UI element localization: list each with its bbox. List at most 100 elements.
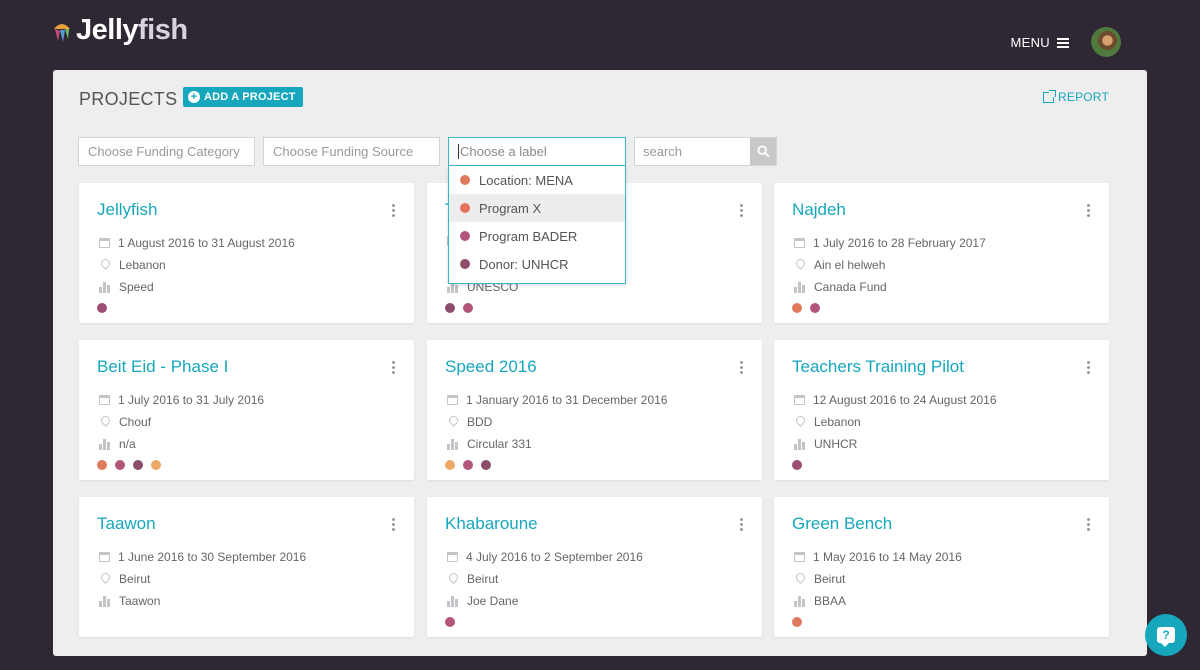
project-dates-text: 1 July 2016 to 28 February 2017 <box>813 236 986 250</box>
search-box[interactable]: search <box>634 137 777 166</box>
project-card[interactable]: Beit Eid - Phase I 1 July 2016 to 31 Jul… <box>79 340 414 480</box>
calendar-icon <box>447 395 458 405</box>
project-funder: Speed <box>99 280 154 294</box>
project-dates-text: 1 June 2016 to 30 September 2016 <box>118 550 307 564</box>
calendar-icon <box>99 552 110 562</box>
label-color-dot <box>460 203 470 213</box>
project-location-text: Lebanon <box>814 415 861 429</box>
more-options-icon[interactable] <box>740 361 744 375</box>
funding-category-placeholder: Choose Funding Category <box>88 144 240 159</box>
project-card[interactable]: Jellyfish 1 August 2016 to 31 August 201… <box>79 183 414 323</box>
project-location-text: Lebanon <box>119 258 166 272</box>
label-dot <box>133 460 143 470</box>
project-dates-text: 1 January 2016 to 31 December 2016 <box>466 393 668 407</box>
project-label-dots <box>445 303 481 313</box>
hamburger-icon <box>1057 38 1069 48</box>
project-dates-text: 12 August 2016 to 24 August 2016 <box>813 393 997 407</box>
project-dates: 4 July 2016 to 2 September 2016 <box>447 550 643 564</box>
project-location: Lebanon <box>99 258 166 272</box>
project-title[interactable]: Khabaroune <box>445 514 538 533</box>
project-card[interactable]: Khabaroune 4 July 2016 to 2 September 20… <box>427 497 762 637</box>
label-placeholder: Choose a label <box>460 144 547 159</box>
location-pin-icon <box>99 416 111 428</box>
project-card[interactable]: Teachers Training Pilot 12 August 2016 t… <box>774 340 1109 480</box>
project-dates: 1 January 2016 to 31 December 2016 <box>447 393 667 407</box>
label-dot <box>97 460 107 470</box>
project-title[interactable]: Taawon <box>97 514 156 533</box>
project-card[interactable]: Taawon 1 June 2016 to 30 September 2016 … <box>79 497 414 637</box>
project-location-text: Beirut <box>467 572 499 586</box>
label-select-input[interactable]: Choose a label <box>448 137 626 166</box>
report-link[interactable]: REPORT <box>1043 89 1109 104</box>
project-funder: UNHCR <box>794 437 857 451</box>
project-funder: BBAA <box>794 594 846 608</box>
location-pin-icon <box>794 573 806 585</box>
label-dot <box>445 303 455 313</box>
project-card[interactable]: Green Bench 1 May 2016 to 14 May 2016 Be… <box>774 497 1109 637</box>
project-dates: 1 July 2016 to 31 July 2016 <box>99 393 264 407</box>
project-title[interactable]: Green Bench <box>792 514 893 533</box>
label-option-text: Program X <box>479 200 542 216</box>
project-card[interactable]: Najdeh 1 July 2016 to 28 February 2017 A… <box>774 183 1109 323</box>
logo-text-main: Jelly <box>76 14 139 46</box>
label-dot <box>445 460 455 470</box>
funding-source-select[interactable]: Choose Funding Source <box>263 137 440 166</box>
project-title[interactable]: Teachers Training Pilot <box>792 357 964 376</box>
add-project-button[interactable]: + ADD A PROJECT <box>183 87 303 107</box>
label-option[interactable]: Program X <box>449 194 625 222</box>
more-options-icon[interactable] <box>1087 361 1091 375</box>
more-options-icon[interactable] <box>1087 204 1091 218</box>
project-location: Beirut <box>447 572 498 586</box>
menu-button[interactable]: MENU <box>1011 35 1069 50</box>
project-dates: 1 August 2016 to 31 August 2016 <box>99 236 295 250</box>
project-dates: 1 May 2016 to 14 May 2016 <box>794 550 962 564</box>
project-funder-text: Circular 331 <box>467 437 532 451</box>
user-avatar[interactable] <box>1091 27 1121 57</box>
label-color-dot <box>460 231 470 241</box>
logo-text-accent: fish <box>138 14 188 46</box>
label-option[interactable]: Location: MENA <box>449 166 625 194</box>
label-option[interactable]: Donor: UNHCR <box>449 250 625 278</box>
project-title[interactable]: Beit Eid - Phase I <box>97 357 229 376</box>
project-location: Chouf <box>99 415 151 429</box>
project-dates: 12 August 2016 to 24 August 2016 <box>794 393 997 407</box>
calendar-icon <box>99 238 110 248</box>
calendar-icon <box>794 552 805 562</box>
more-options-icon[interactable] <box>392 361 396 375</box>
project-title[interactable]: Speed 2016 <box>445 357 537 376</box>
project-title[interactable]: Jellyfish <box>97 200 158 219</box>
project-location-text: Ain el helweh <box>814 258 886 272</box>
search-button[interactable] <box>750 138 776 165</box>
label-option[interactable]: Program BADER <box>449 222 625 250</box>
add-project-label: ADD A PROJECT <box>204 91 296 103</box>
label-dot <box>463 303 473 313</box>
more-options-icon[interactable] <box>392 518 396 532</box>
search-input[interactable]: search <box>643 144 683 159</box>
project-title[interactable]: Najdeh <box>792 200 846 219</box>
project-funder: Joe Dane <box>447 594 518 608</box>
logo[interactable]: Jellyfish <box>52 14 188 47</box>
label-dot <box>445 617 455 627</box>
project-location: Beirut <box>99 572 150 586</box>
project-funder: Circular 331 <box>447 437 532 451</box>
help-button[interactable]: ? <box>1145 614 1187 656</box>
more-options-icon[interactable] <box>740 204 744 218</box>
label-dot <box>97 303 107 313</box>
bar-chart-icon <box>99 595 111 607</box>
label-dot <box>792 303 802 313</box>
label-dot <box>810 303 820 313</box>
funding-category-select[interactable]: Choose Funding Category <box>78 137 255 166</box>
project-dates-text: 1 May 2016 to 14 May 2016 <box>813 550 962 564</box>
project-location-text: Beirut <box>814 572 846 586</box>
label-dot <box>481 460 491 470</box>
more-options-icon[interactable] <box>1087 518 1091 532</box>
label-option-text: Donor: UNHCR <box>479 256 569 272</box>
bar-chart-icon <box>99 281 111 293</box>
report-label: REPORT <box>1058 90 1109 104</box>
project-funder-text: n/a <box>119 437 136 451</box>
more-options-icon[interactable] <box>392 204 396 218</box>
calendar-icon <box>99 395 110 405</box>
project-card[interactable]: Speed 2016 1 January 2016 to 31 December… <box>427 340 762 480</box>
project-dates: 1 June 2016 to 30 September 2016 <box>99 550 306 564</box>
more-options-icon[interactable] <box>740 518 744 532</box>
